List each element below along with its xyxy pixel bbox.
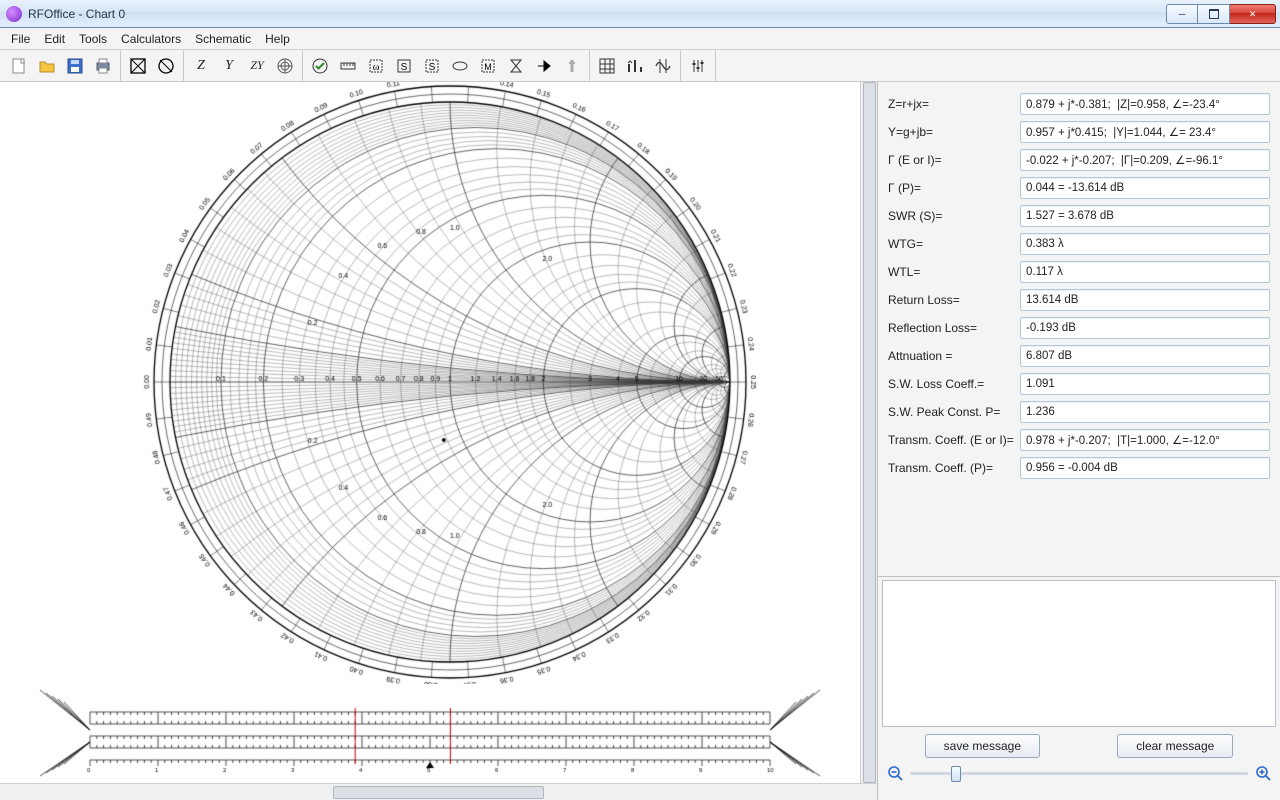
result-value[interactable] [1020, 261, 1270, 283]
clear-message-button[interactable]: clear message [1117, 734, 1233, 758]
svg-text:S: S [429, 62, 436, 73]
app-icon [6, 6, 22, 22]
sliders-button[interactable] [685, 53, 711, 79]
omega-button[interactable]: ω [363, 53, 389, 79]
hourglass-button[interactable] [503, 53, 529, 79]
window-maximize-button[interactable] [1198, 4, 1230, 24]
result-row: Reflection Loss= [888, 314, 1270, 342]
zy-letter-button[interactable]: ZY [244, 53, 270, 79]
arrow-button[interactable] [531, 53, 557, 79]
result-value[interactable] [1020, 401, 1270, 423]
s-grid-button[interactable]: S [391, 53, 417, 79]
window-minimize-button[interactable]: — [1166, 4, 1198, 24]
check-button[interactable] [307, 53, 333, 79]
result-row: SWR (S)= [888, 202, 1270, 230]
result-row: WTL= [888, 258, 1270, 286]
window-title: RFOffice - Chart 0 [28, 7, 1166, 21]
save-file-button[interactable] [62, 53, 88, 79]
result-label: Transm. Coeff. (E or I)= [888, 433, 1020, 447]
result-value[interactable] [1020, 289, 1270, 311]
result-row: Attnuation = [888, 342, 1270, 370]
result-label: S.W. Peak Const. P= [888, 405, 1020, 419]
result-value[interactable] [1020, 177, 1270, 199]
result-label: S.W. Loss Coeff.= [888, 377, 1020, 391]
ellipse-button[interactable] [447, 53, 473, 79]
result-label: SWR (S)= [888, 209, 1020, 223]
result-row: S.W. Loss Coeff.= [888, 370, 1270, 398]
pin-button[interactable] [559, 53, 585, 79]
result-row: Z=r+jx= [888, 90, 1270, 118]
vertical-scrollbar[interactable] [860, 82, 877, 783]
result-row: WTG= [888, 230, 1270, 258]
open-file-button[interactable] [34, 53, 60, 79]
menu-calculators[interactable]: Calculators [114, 30, 188, 48]
print-button[interactable] [90, 53, 116, 79]
result-row: Γ (E or I)= [888, 146, 1270, 174]
result-label: WTG= [888, 237, 1020, 251]
result-row: Transm. Coeff. (P)= [888, 454, 1270, 482]
smith-chart[interactable] [0, 82, 860, 684]
result-value[interactable] [1020, 149, 1270, 171]
result-label: Return Loss= [888, 293, 1020, 307]
result-label: Transm. Coeff. (P)= [888, 461, 1020, 475]
polar-button[interactable] [272, 53, 298, 79]
result-value[interactable] [1020, 317, 1270, 339]
result-value[interactable] [1020, 93, 1270, 115]
menu-file[interactable]: File [4, 30, 37, 48]
window-close-button[interactable] [1230, 4, 1276, 24]
result-row: Transm. Coeff. (E or I)= [888, 426, 1270, 454]
tune-button[interactable] [622, 53, 648, 79]
y-letter-button[interactable]: Y [216, 53, 242, 79]
result-row: Y=g+jb= [888, 118, 1270, 146]
circle-chart-button[interactable] [153, 53, 179, 79]
chart-panel [0, 82, 878, 800]
result-value[interactable] [1020, 345, 1270, 367]
result-label: WTL= [888, 265, 1020, 279]
zoom-in-icon[interactable] [1254, 764, 1272, 782]
result-label: Γ (P)= [888, 181, 1020, 195]
zoom-out-icon[interactable] [886, 764, 904, 782]
result-row: Γ (P)= [888, 174, 1270, 202]
z-letter-button[interactable]: Z [188, 53, 214, 79]
result-value[interactable] [1020, 205, 1270, 227]
new-file-button[interactable] [6, 53, 32, 79]
menu-tools[interactable]: Tools [72, 30, 114, 48]
svg-text:ω: ω [373, 62, 380, 73]
rect-chart-button[interactable] [125, 53, 151, 79]
radial-scales[interactable] [0, 682, 860, 782]
results-list: Z=r+jx= Y=g+jb= Γ (E or I)= Γ (P)= SWR (S)= W… [878, 82, 1280, 577]
result-value[interactable] [1020, 457, 1270, 479]
m-box-button[interactable]: M [475, 53, 501, 79]
horizontal-scrollbar[interactable] [0, 783, 877, 800]
result-label: Attnuation = [888, 349, 1020, 363]
ruler-button[interactable] [335, 53, 361, 79]
zoom-control [886, 764, 1272, 782]
svg-text:M: M [484, 62, 492, 72]
s-dot-button[interactable]: S [419, 53, 445, 79]
menu-schematic[interactable]: Schematic [188, 30, 258, 48]
osc-button[interactable] [650, 53, 676, 79]
svg-text:S: S [401, 62, 408, 73]
result-label: Y=g+jb= [888, 125, 1020, 139]
result-label: Z=r+jx= [888, 97, 1020, 111]
result-row: S.W. Peak Const. P= [888, 398, 1270, 426]
result-label: Reflection Loss= [888, 321, 1020, 335]
zoom-slider[interactable] [910, 764, 1248, 782]
result-row: Return Loss= [888, 286, 1270, 314]
result-label: Γ (E or I)= [888, 153, 1020, 167]
message-box[interactable] [882, 580, 1276, 727]
grid-btn-button[interactable] [594, 53, 620, 79]
result-value[interactable] [1020, 121, 1270, 143]
save-message-button[interactable]: save message [925, 734, 1040, 758]
result-value[interactable] [1020, 373, 1270, 395]
menu-help[interactable]: Help [258, 30, 297, 48]
toolbar: ZYZYωSSM [0, 50, 1280, 82]
menu-edit[interactable]: Edit [37, 30, 72, 48]
result-value[interactable] [1020, 429, 1270, 451]
menubar: FileEditToolsCalculatorsSchematicHelp [0, 28, 1280, 50]
results-panel: Z=r+jx= Y=g+jb= Γ (E or I)= Γ (P)= SWR (S)= W… [878, 82, 1280, 800]
titlebar: RFOffice - Chart 0 — [0, 0, 1280, 28]
result-value[interactable] [1020, 233, 1270, 255]
